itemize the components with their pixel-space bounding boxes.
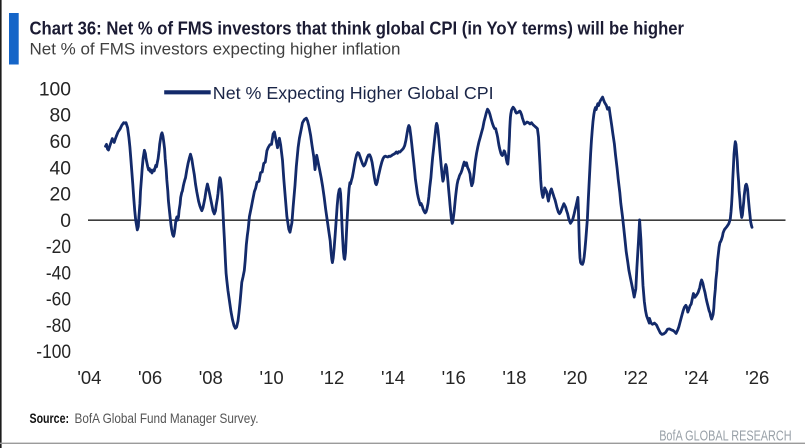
svg-text:-60: -60: [46, 290, 71, 311]
svg-text:'08: '08: [199, 367, 223, 388]
svg-text:60: 60: [50, 132, 71, 153]
svg-text:Source:: Source:: [30, 410, 70, 426]
svg-text:'06: '06: [138, 367, 162, 388]
svg-text:-80: -80: [46, 316, 71, 337]
svg-text:0: 0: [60, 211, 71, 232]
svg-text:-100: -100: [36, 342, 71, 363]
svg-text:100: 100: [39, 80, 71, 101]
svg-text:Net % Expecting Higher Global: Net % Expecting Higher Global CPI: [213, 83, 494, 103]
svg-text:BofA GLOBAL RESEARCH: BofA GLOBAL RESEARCH: [659, 428, 791, 445]
svg-text:-20: -20: [46, 237, 71, 258]
svg-text:'10: '10: [260, 367, 284, 388]
svg-text:'04: '04: [77, 367, 101, 388]
svg-text:-40: -40: [46, 263, 71, 284]
svg-text:'24: '24: [685, 367, 709, 388]
svg-text:'22: '22: [624, 367, 648, 388]
svg-text:'16: '16: [442, 367, 466, 388]
svg-text:40: 40: [50, 158, 71, 179]
svg-text:BofA Global Fund Manager Surve: BofA Global Fund Manager Survey.: [75, 410, 259, 426]
svg-text:80: 80: [50, 106, 71, 127]
svg-text:'26: '26: [745, 367, 769, 388]
svg-text:20: 20: [50, 185, 71, 206]
svg-text:Chart 36: Net % of FMS investo: Chart 36: Net % of FMS investors that th…: [30, 19, 685, 39]
svg-text:'12: '12: [320, 367, 344, 388]
svg-text:'14: '14: [381, 367, 405, 388]
svg-text:'18: '18: [502, 367, 526, 388]
svg-text:Net % of FMS investors expecti: Net % of FMS investors expecting higher …: [30, 41, 401, 59]
svg-text:'20: '20: [563, 367, 587, 388]
